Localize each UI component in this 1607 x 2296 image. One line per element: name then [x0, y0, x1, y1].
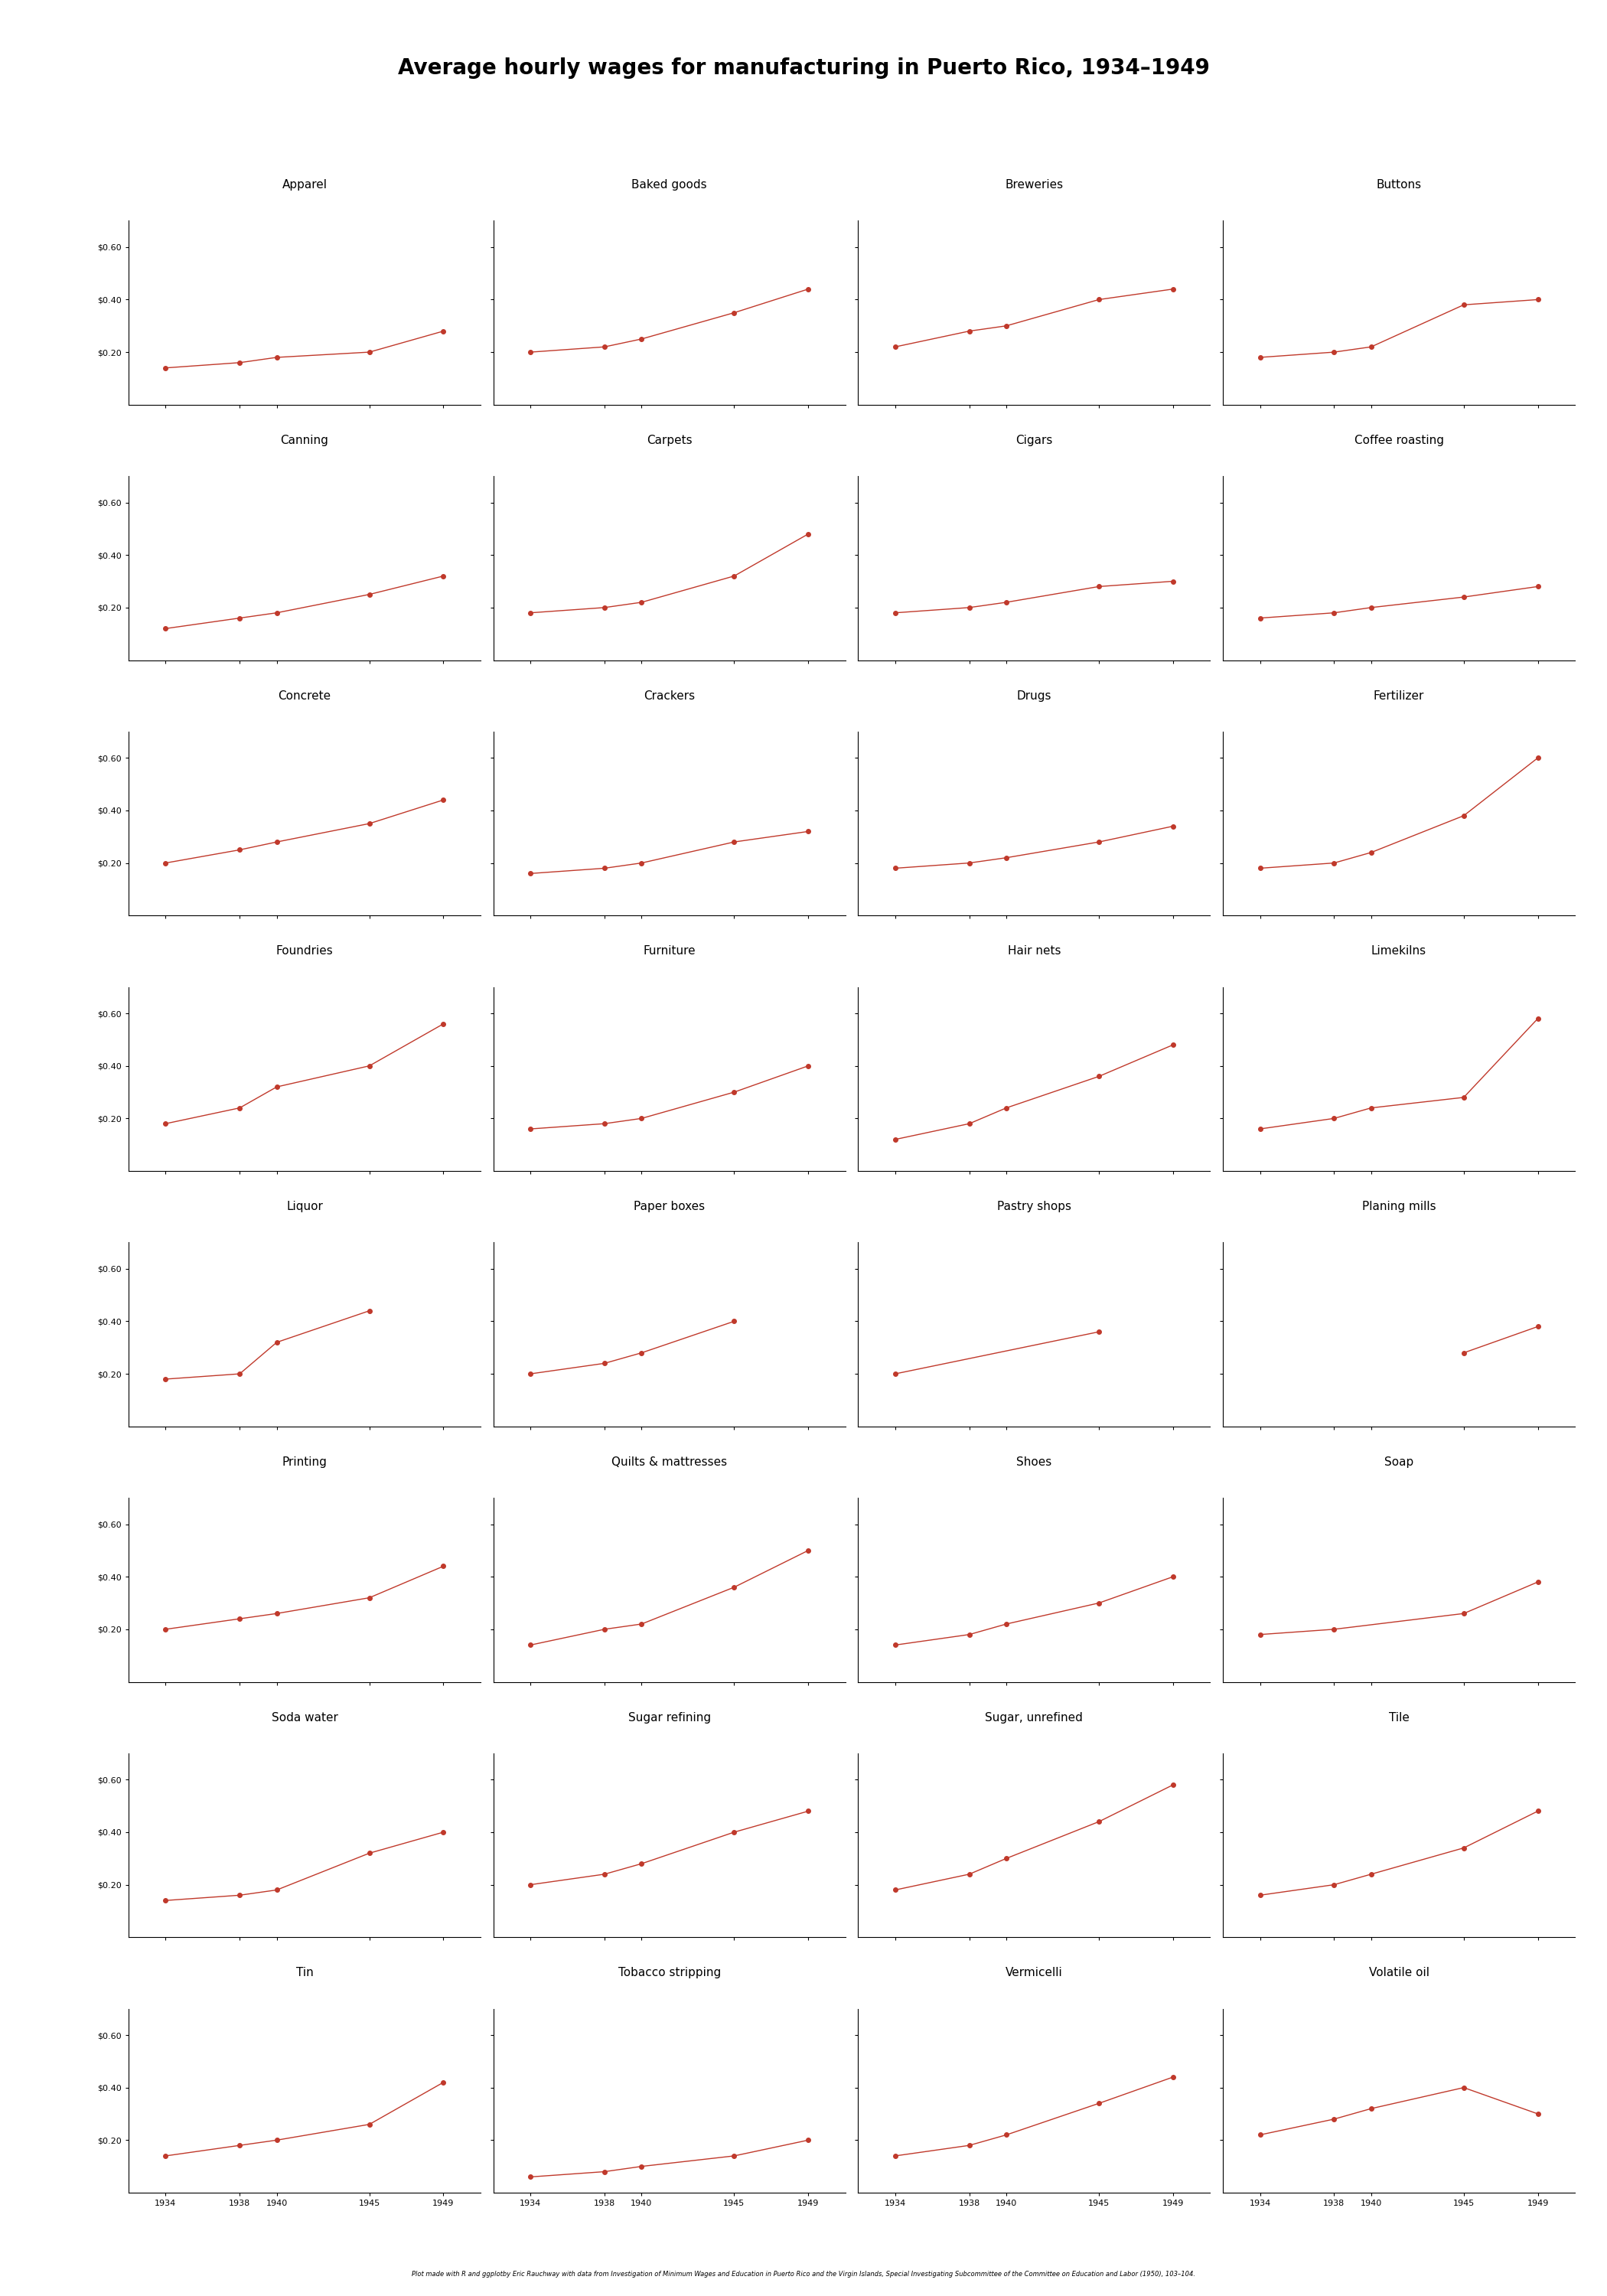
Text: Baked goods: Baked goods [632, 179, 707, 191]
Text: Soda water: Soda water [272, 1713, 337, 1724]
Text: Tobacco stripping: Tobacco stripping [619, 1968, 720, 1979]
Text: Buttons: Buttons [1376, 179, 1422, 191]
Text: Concrete: Concrete [278, 691, 331, 703]
Text: Crackers: Crackers [644, 691, 694, 703]
Text: Coffee roasting: Coffee roasting [1355, 434, 1443, 445]
Text: Vermicelli: Vermicelli [1006, 1968, 1062, 1979]
Text: Furniture: Furniture [643, 946, 696, 957]
Text: Carpets: Carpets [646, 434, 693, 445]
Text: Breweries: Breweries [1004, 179, 1064, 191]
Text: Shoes: Shoes [1016, 1456, 1053, 1467]
Text: Limekilns: Limekilns [1371, 946, 1427, 957]
Text: Foundries: Foundries [276, 946, 333, 957]
Text: Paper boxes: Paper boxes [633, 1201, 705, 1212]
Text: Soap: Soap [1384, 1456, 1414, 1467]
Text: Volatile oil: Volatile oil [1369, 1968, 1429, 1979]
Text: Liquor: Liquor [286, 1201, 323, 1212]
Text: Pastry shops: Pastry shops [996, 1201, 1072, 1212]
Text: Fertilizer: Fertilizer [1374, 691, 1424, 703]
Text: Sugar, unrefined: Sugar, unrefined [985, 1713, 1083, 1724]
Text: Sugar refining: Sugar refining [628, 1713, 710, 1724]
Text: Average hourly wages for manufacturing in Puerto Rico, 1934–1949: Average hourly wages for manufacturing i… [397, 57, 1210, 78]
Text: Cigars: Cigars [1016, 434, 1053, 445]
Text: Planing mills: Planing mills [1361, 1201, 1437, 1212]
Text: Quilts & mattresses: Quilts & mattresses [612, 1456, 726, 1467]
Text: Tile: Tile [1388, 1713, 1409, 1724]
Text: Apparel: Apparel [281, 179, 328, 191]
Text: Canning: Canning [281, 434, 328, 445]
Text: Printing: Printing [281, 1456, 328, 1467]
Text: Plot made with R and ggplotby Eric Rauchway with data from Investigation of Mini: Plot made with R and ggplotby Eric Rauch… [411, 2271, 1196, 2278]
Text: Drugs: Drugs [1017, 691, 1051, 703]
Text: Hair nets: Hair nets [1008, 946, 1061, 957]
Text: Tin: Tin [296, 1968, 313, 1979]
